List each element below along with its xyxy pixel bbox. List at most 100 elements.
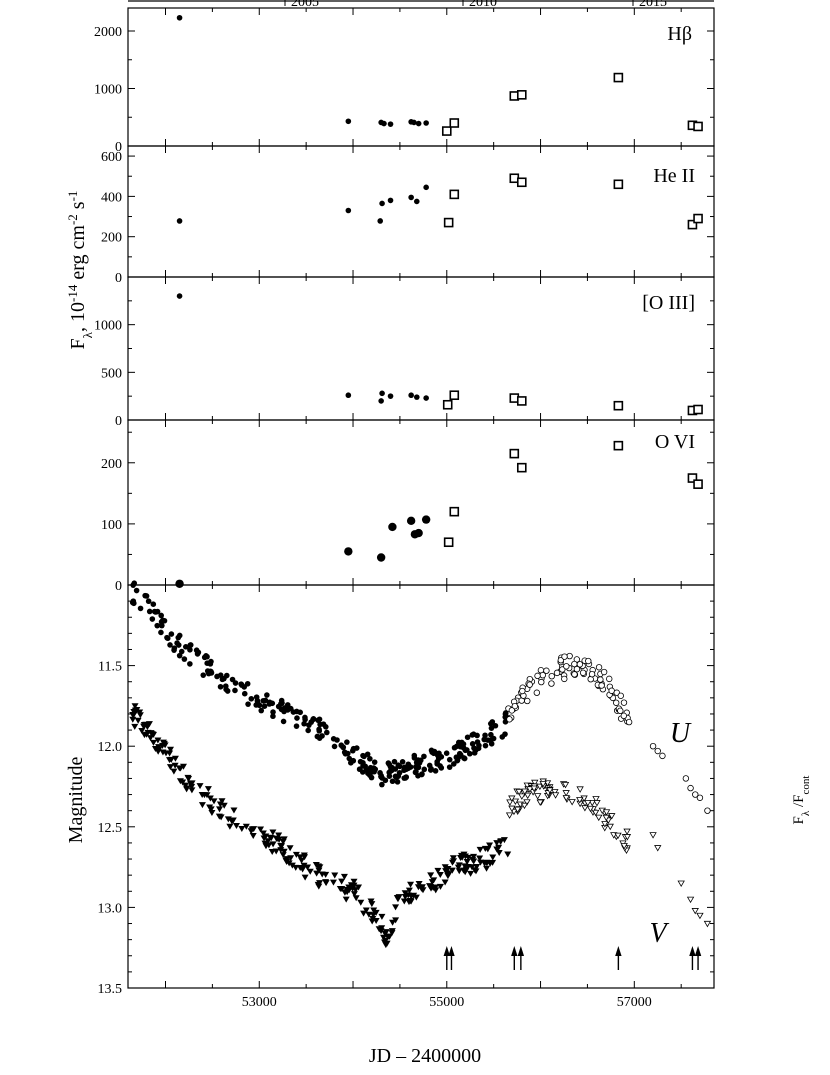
data-point	[262, 833, 270, 840]
data-point	[376, 553, 386, 562]
data-point	[315, 867, 323, 874]
magnitude-y-axis-title: Magnitude	[65, 757, 87, 844]
data-point	[216, 806, 224, 813]
data-point	[301, 874, 309, 881]
data-point	[566, 652, 573, 660]
band-label-v: V	[649, 918, 669, 949]
data-point	[293, 723, 300, 729]
data-point	[419, 887, 427, 894]
data-point	[515, 789, 523, 796]
data-point	[539, 672, 546, 679]
data-point	[379, 781, 385, 788]
data-point	[357, 758, 364, 765]
panel-frame	[127, 584, 715, 989]
data-point	[158, 619, 165, 625]
data-point	[133, 587, 140, 594]
data-point	[493, 846, 501, 853]
data-point	[279, 838, 287, 845]
data-point	[693, 213, 703, 224]
data-point	[166, 764, 174, 771]
data-point	[187, 646, 193, 653]
data-point	[338, 878, 346, 885]
data-point	[686, 896, 695, 904]
data-point	[164, 634, 170, 641]
data-point	[497, 838, 505, 845]
data-point	[516, 462, 527, 473]
data-point	[546, 787, 554, 794]
data-point	[142, 592, 148, 599]
data-point	[294, 715, 300, 721]
data-point	[613, 400, 624, 411]
data-point	[441, 879, 449, 886]
year-tick-label: 2005	[291, 0, 319, 10]
data-point	[406, 516, 416, 526]
data-point	[576, 786, 584, 793]
data-point	[329, 879, 337, 886]
data-point	[217, 814, 225, 821]
data-point	[296, 854, 304, 861]
data-point	[187, 661, 193, 667]
data-point	[396, 763, 403, 770]
data-point	[388, 522, 397, 532]
data-point	[207, 668, 214, 675]
data-point	[393, 774, 400, 781]
data-point	[659, 752, 666, 760]
data-point	[548, 680, 555, 687]
data-point	[600, 668, 608, 676]
series-U-circle-open	[649, 743, 711, 814]
data-point	[486, 860, 494, 867]
data-point	[288, 862, 296, 869]
data-point	[230, 807, 238, 814]
data-point	[195, 649, 202, 656]
data-point	[130, 582, 136, 588]
data-point	[551, 792, 560, 799]
data-point	[598, 682, 605, 689]
data-point	[187, 642, 194, 648]
data-point	[443, 750, 450, 756]
data-point	[196, 783, 204, 790]
data-point	[693, 404, 703, 415]
data-point	[372, 918, 380, 925]
data-point	[446, 764, 453, 770]
data-point	[536, 799, 544, 806]
data-point	[428, 879, 436, 886]
data-point	[442, 399, 453, 410]
data-point	[446, 756, 453, 763]
y-tick-label: 0	[115, 414, 122, 429]
data-point	[509, 448, 520, 459]
series-V-triangle-filled	[129, 703, 512, 949]
data-point	[450, 761, 457, 767]
data-point	[145, 598, 152, 605]
data-point	[597, 676, 604, 683]
y-tick-label: 13.5	[98, 982, 123, 997]
y-tick-label: 12.5	[98, 821, 123, 836]
data-point	[608, 813, 616, 820]
data-point	[245, 701, 251, 707]
data-point	[360, 763, 366, 769]
data-point	[250, 826, 258, 833]
data-point	[279, 700, 285, 706]
data-point	[511, 798, 520, 805]
data-point	[167, 642, 173, 648]
panel-frame	[127, 7, 715, 147]
data-point	[428, 747, 435, 754]
data-point	[620, 699, 628, 706]
data-point	[466, 750, 473, 757]
data-point	[464, 734, 471, 741]
data-point	[317, 721, 323, 728]
data-point	[489, 854, 497, 861]
data-point	[486, 842, 494, 849]
data-point	[160, 740, 168, 747]
data-point	[563, 663, 570, 670]
data-point	[379, 390, 385, 397]
data-point	[561, 675, 568, 683]
data-point	[223, 672, 230, 679]
series-U-circle-filled	[129, 580, 510, 788]
data-point	[691, 908, 699, 915]
data-point	[484, 846, 492, 853]
top-year-axis: 2005 2010 2015	[128, 0, 714, 10]
data-point	[214, 673, 220, 680]
data-point	[613, 72, 624, 83]
data-point	[365, 911, 373, 918]
